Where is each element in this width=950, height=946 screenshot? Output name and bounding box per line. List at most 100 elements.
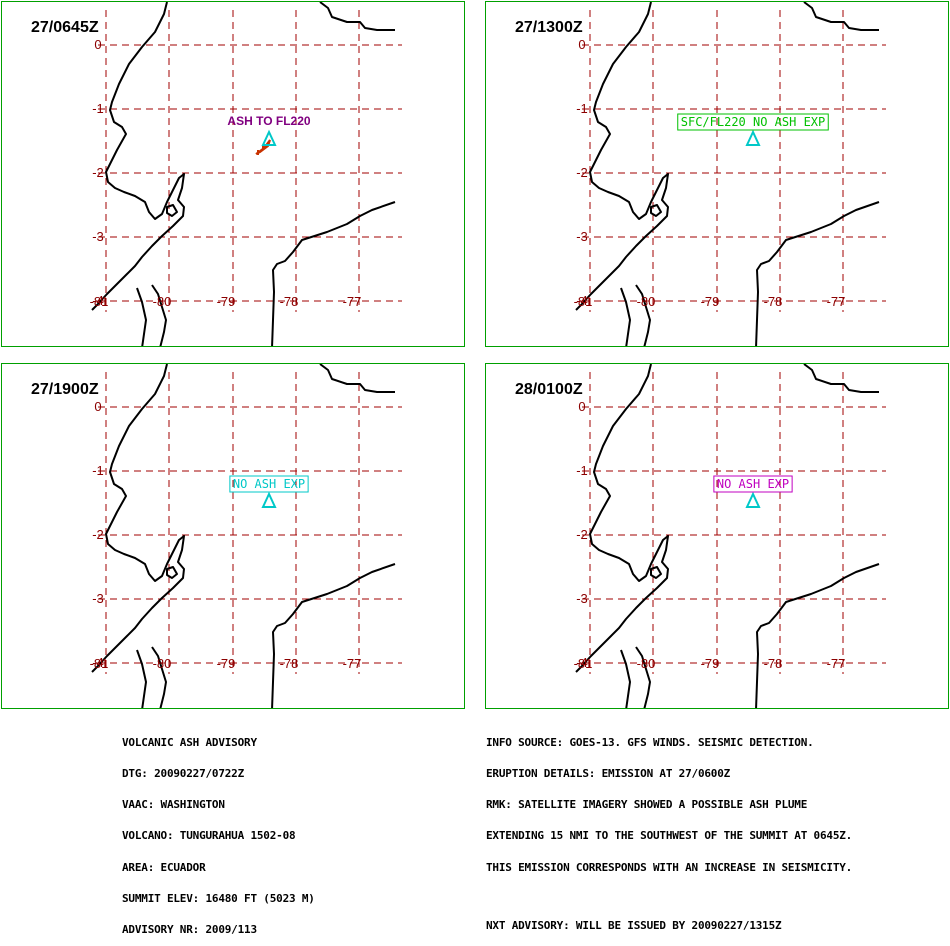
longitude-tick-label: -81 <box>90 656 109 671</box>
coastline <box>91 2 185 311</box>
latitude-tick-label: 0 <box>578 399 585 414</box>
latitude-tick-label: -4 <box>576 293 588 308</box>
longitude-tick-label: -78 <box>280 656 299 671</box>
coastline <box>635 646 651 708</box>
latitude-tick-label: -3 <box>92 229 104 244</box>
advisory-line: DTG: 20090227/0722Z <box>122 767 245 781</box>
longitude-tick-label: -80 <box>637 656 656 671</box>
volcano-triangle-icon <box>745 129 761 146</box>
latitude-tick-label: -3 <box>576 591 588 606</box>
latitude-tick-label: -4 <box>92 293 104 308</box>
remark-line: RMK: SATELLITE IMAGERY SHOWED A POSSIBLE… <box>486 798 808 812</box>
coastline <box>803 2 879 31</box>
map-panel-3: 0 -1 -2 -3 -4 -81 -80 -79 -78 -77 NO ASH EXP 27/19… <box>1 363 465 709</box>
advisory-remarks-text: INFO SOURCE: GOES-13. GFS WINDS. SEISMIC… <box>486 717 852 942</box>
remark-line: INFO SOURCE: GOES-13. GFS WINDS. SEISMIC… <box>486 735 814 749</box>
map-panel-1: 0 -1 -2 -3 -4 -81 -80 -79 -78 -77 ASH TO FL220 27/… <box>1 1 465 347</box>
coastline <box>151 284 167 346</box>
map-panel-4: 0 -1 -2 -3 -4 -81 -80 -79 -78 -77 NO ASH EXP 28/01… <box>485 363 949 709</box>
coastline <box>575 2 669 311</box>
panel-time-title: 27/1300Z <box>515 19 583 36</box>
coastline <box>575 364 669 673</box>
longitude-tick-label: -77 <box>827 656 846 671</box>
longitude-tick-label: -80 <box>153 294 172 309</box>
lat-lon-grid <box>98 372 402 674</box>
forecast-label: NO ASH EXP <box>717 477 789 491</box>
advisory-line: SUMMIT ELEV: 16480 FT (5023 M) <box>122 891 315 905</box>
longitude-tick-label: -78 <box>280 294 299 309</box>
panel-time-title: 27/0645Z <box>31 19 99 36</box>
next-advisory-line: NXT ADVISORY: WILL BE ISSUED BY 20090227… <box>486 918 782 932</box>
forecast-label: SFC/FL220 NO ASH EXP <box>681 115 826 129</box>
longitude-tick-label: -81 <box>574 294 593 309</box>
forecast-label: NO ASH EXP <box>233 477 305 491</box>
lat-lon-grid <box>582 372 886 674</box>
latitude-tick-label: -1 <box>576 463 588 478</box>
latitude-tick-label: 0 <box>94 399 101 414</box>
latitude-tick-label: -2 <box>92 527 104 542</box>
lat-lon-grid <box>582 10 886 312</box>
forecast-label-box <box>677 113 829 131</box>
advisory-line: ADVISORY NR: 2009/113 <box>122 923 257 937</box>
latitude-tick-label: -1 <box>576 101 588 116</box>
coastline <box>136 287 147 346</box>
advisory-line: VAAC: WASHINGTON <box>122 798 225 812</box>
latitude-tick-label: -4 <box>92 655 104 670</box>
advisory-line: VOLCANIC ASH ADVISORY <box>122 735 257 749</box>
latitude-tick-label: -1 <box>92 101 104 116</box>
ash-plume <box>255 139 271 155</box>
map-canvas: 0 -1 -2 -3 -4-81 -80 -79 -78 -77 NO ASH EXP <box>90 364 402 708</box>
longitude-tick-label: -77 <box>343 656 362 671</box>
coastline <box>650 204 662 217</box>
forecast-label: ASH TO FL220 <box>227 114 310 128</box>
coastline <box>803 364 879 393</box>
latitude-tick-label: -2 <box>576 527 588 542</box>
coastline <box>319 364 395 393</box>
latitude-tick-label: -4 <box>576 655 588 670</box>
longitude-tick-label: -79 <box>217 294 236 309</box>
longitude-tick-label: -79 <box>217 656 236 671</box>
latitude-tick-label: 0 <box>578 37 585 52</box>
advisory-header-text: VOLCANIC ASH ADVISORY DTG: 20090227/0722… <box>122 717 315 946</box>
longitude-tick-label: -79 <box>701 294 720 309</box>
latitude-tick-label: -1 <box>92 463 104 478</box>
panel-time-title: 28/0100Z <box>515 381 583 398</box>
longitude-tick-label: -80 <box>637 294 656 309</box>
panel-time-title: 27/1900Z <box>31 381 99 398</box>
coastline <box>650 566 662 579</box>
advisory-line: VOLCANO: TUNGURAHUA 1502-08 <box>122 829 296 843</box>
remark-line: EXTENDING 15 NMI TO THE SOUTHWEST OF THE… <box>486 829 853 843</box>
longitude-tick-label: -77 <box>343 294 362 309</box>
latitude-tick-label: -2 <box>92 165 104 180</box>
latitude-tick-label: -3 <box>576 229 588 244</box>
coastline <box>271 563 396 708</box>
longitude-tick-label: -77 <box>827 294 846 309</box>
longitude-tick-label: -78 <box>764 656 783 671</box>
remark-line: THIS EMISSION CORRESPONDS WITH AN INCREA… <box>486 860 853 874</box>
longitude-tick-label: -78 <box>764 294 783 309</box>
volcano-triangle-icon <box>261 491 277 508</box>
forecast-label-box <box>713 475 793 493</box>
coastline <box>635 284 651 346</box>
coastline <box>91 364 185 673</box>
longitude-tick-label: -81 <box>90 294 109 309</box>
map-canvas: 0 -1 -2 -3 -4-81 -80 -79 -78 -77 ASH TO FL220 <box>90 2 402 346</box>
lat-lon-grid <box>98 10 402 312</box>
latitude-tick-label: -2 <box>576 165 588 180</box>
advisory-line: AREA: ECUADOR <box>122 860 206 874</box>
longitude-tick-label: -80 <box>153 656 172 671</box>
coastline <box>166 204 178 217</box>
coastline <box>151 646 167 708</box>
map-canvas: 0 -1 -2 -3 -4-81 -80 -79 -78 -77 SFC/FL220 NO ASH… <box>574 2 886 346</box>
remark-line: ERUPTION DETAILS: EMISSION AT 27/0600Z <box>486 767 731 781</box>
longitude-tick-label: -79 <box>701 656 720 671</box>
coastline <box>166 566 178 579</box>
coastline <box>319 2 395 31</box>
volcano-triangle-icon <box>261 129 277 146</box>
coastline <box>620 649 631 708</box>
coastline <box>271 201 396 346</box>
latitude-tick-label: 0 <box>94 37 101 52</box>
map-panel-2: 0 -1 -2 -3 -4 -81 -80 -79 -78 -77 SFC/FL220 NO ASH… <box>485 1 949 347</box>
coastline <box>620 287 631 346</box>
longitude-tick-label: -81 <box>574 656 593 671</box>
